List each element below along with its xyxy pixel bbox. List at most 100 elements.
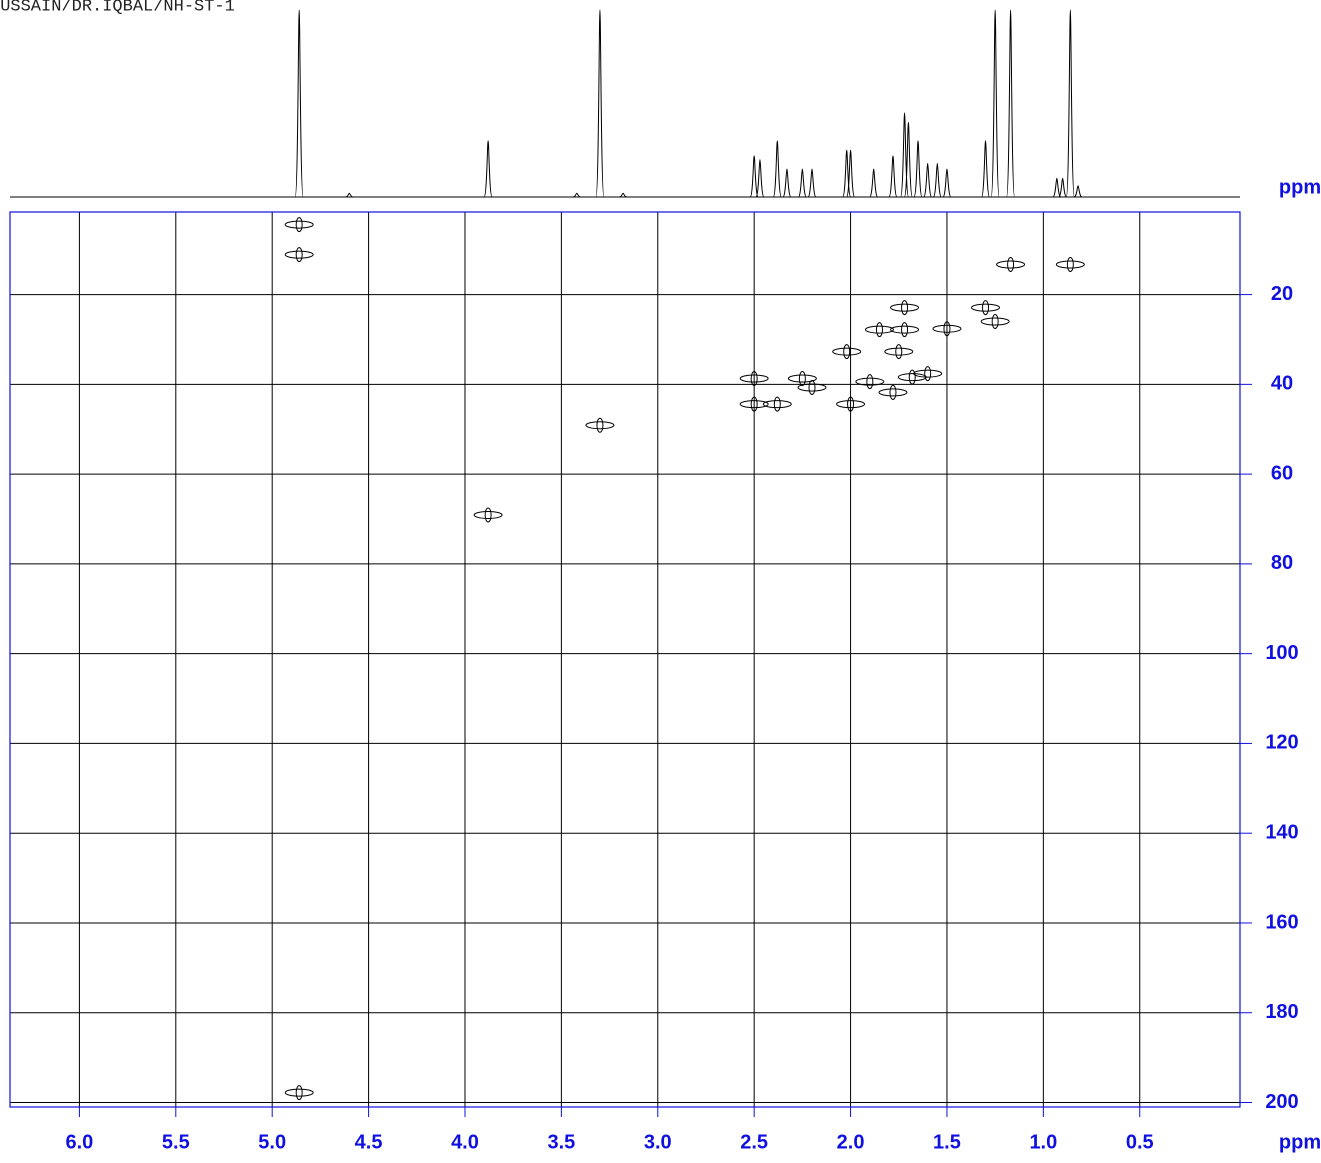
projection-peak bbox=[1006, 9, 1016, 198]
projection-peak bbox=[1052, 177, 1062, 198]
cross-peak bbox=[890, 303, 920, 312]
cross-peak bbox=[897, 373, 927, 382]
projection-peak bbox=[1073, 185, 1083, 198]
projection-peak bbox=[749, 155, 759, 198]
projection-peak bbox=[1065, 9, 1075, 198]
projection-peak bbox=[797, 168, 807, 198]
y-tick-label: 40 bbox=[1271, 373, 1293, 395]
cross-peak-core bbox=[843, 344, 851, 360]
cross-peak bbox=[284, 220, 314, 229]
projection-peak bbox=[990, 9, 1000, 198]
y-tick-label: 160 bbox=[1265, 911, 1298, 933]
y-tick-label: 120 bbox=[1265, 732, 1298, 754]
cross-peak-core bbox=[943, 321, 951, 337]
x-tick-label: 3.0 bbox=[644, 1131, 672, 1153]
cross-peak bbox=[473, 510, 503, 519]
cross-peak bbox=[996, 260, 1026, 269]
x-tick-label: 5.5 bbox=[162, 1131, 190, 1153]
projection-peak bbox=[932, 162, 942, 198]
cross-peak-core bbox=[982, 300, 990, 316]
projection-peak bbox=[913, 140, 923, 198]
cross-peak-core bbox=[866, 374, 874, 390]
y-axis-label: ppm bbox=[1279, 176, 1321, 198]
x-axis-label: ppm bbox=[1279, 1131, 1321, 1153]
projection-peak bbox=[942, 168, 952, 198]
y-tick-label: 100 bbox=[1265, 642, 1298, 664]
projection-peak bbox=[772, 140, 782, 198]
x-tick-label: 1.0 bbox=[1029, 1131, 1057, 1153]
cross-peak bbox=[884, 347, 914, 356]
projection-peak bbox=[807, 168, 817, 198]
y-tick-label: 80 bbox=[1271, 552, 1293, 574]
cross-peak bbox=[739, 374, 769, 383]
cross-peak-core bbox=[798, 371, 806, 387]
cross-peak-core bbox=[908, 369, 916, 385]
cross-peak bbox=[836, 400, 866, 409]
cross-peak bbox=[864, 325, 894, 334]
cross-peak bbox=[762, 400, 792, 409]
x-tick-label: 1.5 bbox=[933, 1131, 961, 1153]
cross-peak-core bbox=[991, 314, 999, 330]
cross-peak bbox=[787, 374, 817, 383]
cross-peak bbox=[284, 1088, 314, 1097]
cross-peak-core bbox=[847, 396, 855, 412]
cross-peak bbox=[878, 388, 908, 397]
x-tick-label: 2.0 bbox=[837, 1131, 865, 1153]
projection-peak bbox=[888, 155, 898, 198]
projection-peak bbox=[595, 9, 605, 198]
cross-peak-core bbox=[750, 371, 758, 387]
y-tick-label: 180 bbox=[1265, 1001, 1298, 1023]
cross-peak bbox=[1055, 260, 1085, 269]
x-tick-label: 5.0 bbox=[258, 1131, 286, 1153]
cross-peak-core bbox=[1066, 257, 1074, 273]
cross-peak-core bbox=[773, 396, 781, 412]
cross-peak-core bbox=[295, 247, 303, 263]
cross-peak bbox=[980, 317, 1010, 326]
projection-peak bbox=[1058, 177, 1068, 198]
projection-peak bbox=[755, 159, 765, 198]
cross-peak-core bbox=[889, 384, 897, 400]
cross-peak bbox=[932, 324, 962, 333]
projection-peak bbox=[782, 168, 792, 198]
cross-peak bbox=[890, 325, 920, 334]
projection-peak bbox=[846, 149, 856, 198]
cross-peak bbox=[284, 250, 314, 259]
cross-peak-core bbox=[596, 417, 604, 433]
projection-peak bbox=[903, 121, 913, 198]
projection-peak bbox=[345, 192, 354, 198]
cross-peak-core bbox=[484, 507, 492, 523]
projection-peak bbox=[483, 140, 493, 198]
cross-peak bbox=[739, 400, 769, 409]
projection-peak bbox=[294, 9, 304, 198]
projection-peak bbox=[618, 192, 628, 198]
y-tick-label: 140 bbox=[1265, 821, 1298, 843]
projection-peak bbox=[572, 192, 581, 198]
cross-peak bbox=[585, 421, 615, 430]
cross-peak bbox=[971, 303, 1001, 312]
x-tick-label: 4.5 bbox=[355, 1131, 383, 1153]
cross-peak-core bbox=[901, 300, 909, 316]
x-tick-label: 0.5 bbox=[1126, 1131, 1154, 1153]
cross-peak-core bbox=[924, 366, 932, 382]
x-tick-label: 2.5 bbox=[740, 1131, 768, 1153]
projection-peak bbox=[981, 140, 991, 198]
y-tick-label: 200 bbox=[1265, 1091, 1298, 1113]
cross-peak-core bbox=[295, 217, 303, 233]
x-tick-label: 3.5 bbox=[547, 1131, 575, 1153]
x-tick-label: 4.0 bbox=[451, 1131, 479, 1153]
cross-peak bbox=[797, 383, 827, 392]
plot-frame bbox=[9, 211, 1241, 1108]
cross-peak-core bbox=[875, 322, 883, 338]
cross-peak-core bbox=[895, 344, 903, 360]
projection-peak bbox=[923, 162, 933, 198]
cross-peak-core bbox=[901, 322, 909, 338]
y-tick-label: 60 bbox=[1271, 462, 1293, 484]
y-tick-label: 20 bbox=[1271, 283, 1293, 305]
cross-peak bbox=[855, 377, 885, 386]
cross-peak-core bbox=[808, 379, 816, 395]
projection-peak bbox=[869, 168, 879, 198]
cross-peak-core bbox=[1007, 257, 1015, 273]
cross-peak bbox=[832, 347, 862, 356]
